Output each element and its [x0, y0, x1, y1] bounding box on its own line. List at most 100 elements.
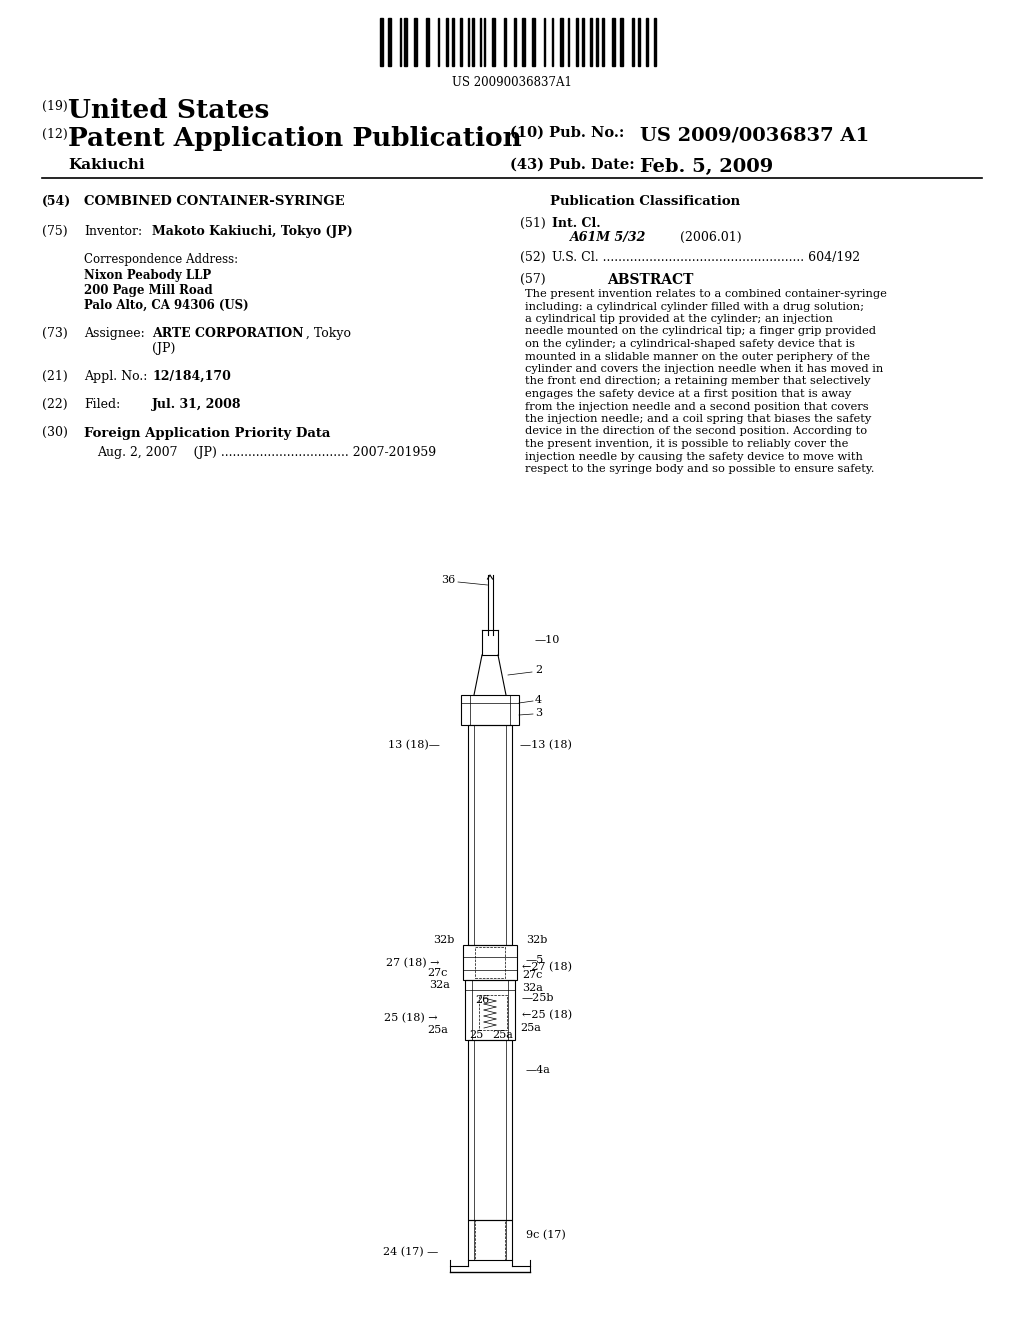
Text: Jul. 31, 2008: Jul. 31, 2008: [152, 399, 242, 411]
Text: Kakiuchi: Kakiuchi: [68, 158, 144, 172]
Text: (12): (12): [42, 128, 68, 141]
Text: ←25 (18): ←25 (18): [522, 1010, 572, 1020]
Text: (2006.01): (2006.01): [680, 231, 741, 244]
Bar: [475, 1220, 505, 1261]
Bar: [582, 18, 584, 66]
Text: 25a: 25a: [520, 1023, 541, 1034]
Bar: [504, 18, 506, 66]
Text: Patent Application Publication: Patent Application Publication: [68, 125, 522, 150]
Text: 32a: 32a: [429, 979, 450, 990]
Bar: [638, 18, 640, 66]
Bar: [414, 18, 417, 66]
Bar: [461, 696, 519, 725]
Bar: [468, 1220, 512, 1261]
Text: (52): (52): [520, 251, 546, 264]
Bar: [602, 18, 604, 66]
Bar: [465, 979, 515, 1040]
Text: (30): (30): [42, 426, 68, 440]
Text: 32b: 32b: [432, 935, 454, 945]
Text: respect to the syringe body and so possible to ensure safety.: respect to the syringe body and so possi…: [525, 465, 874, 474]
Text: 36: 36: [440, 576, 455, 585]
Bar: [532, 18, 535, 66]
Text: 32a: 32a: [522, 983, 543, 993]
Text: ←27 (18): ←27 (18): [522, 962, 572, 972]
Bar: [646, 18, 648, 66]
Text: (57): (57): [520, 273, 546, 286]
Text: on the cylinder; a cylindrical-shaped safety device that is: on the cylinder; a cylindrical-shaped sa…: [525, 339, 855, 348]
Bar: [654, 18, 656, 66]
Bar: [612, 18, 615, 66]
Bar: [472, 18, 474, 66]
Bar: [620, 18, 623, 66]
Text: —10: —10: [535, 635, 560, 645]
Text: engages the safety device at a first position that is away: engages the safety device at a first pos…: [525, 389, 851, 399]
Text: cylinder and covers the injection needle when it has moved in: cylinder and covers the injection needle…: [525, 364, 884, 374]
Text: —13 (18): —13 (18): [520, 739, 571, 750]
Bar: [404, 18, 407, 66]
Text: 25a: 25a: [492, 1030, 513, 1040]
Text: (21): (21): [42, 370, 68, 383]
Text: 27c: 27c: [522, 970, 543, 979]
Bar: [460, 18, 462, 66]
Text: 12/184,170: 12/184,170: [152, 370, 230, 383]
Bar: [632, 18, 634, 66]
Text: 27c: 27c: [428, 968, 449, 978]
Text: US 2009/0036837 A1: US 2009/0036837 A1: [640, 125, 869, 144]
Text: 3: 3: [535, 708, 542, 718]
Text: Makoto Kakiuchi, Tokyo (JP): Makoto Kakiuchi, Tokyo (JP): [152, 224, 352, 238]
Text: 2: 2: [535, 665, 542, 675]
Bar: [590, 18, 592, 66]
Text: 25a: 25a: [427, 1026, 449, 1035]
Text: , Tokyo: , Tokyo: [306, 327, 351, 341]
Text: Filed:: Filed:: [84, 399, 120, 411]
Bar: [468, 1040, 512, 1220]
Text: (22): (22): [42, 399, 68, 411]
Text: (54): (54): [42, 195, 72, 209]
Text: a cylindrical tip provided at the cylinder; an injection: a cylindrical tip provided at the cylind…: [525, 314, 833, 323]
Text: ARTE CORPORATION: ARTE CORPORATION: [152, 327, 303, 341]
Text: —5: —5: [526, 954, 544, 965]
Bar: [575, 18, 578, 66]
Text: Int. Cl.: Int. Cl.: [552, 216, 601, 230]
Text: (19): (19): [42, 100, 68, 114]
Bar: [388, 18, 391, 66]
Text: United States: United States: [68, 98, 269, 123]
Text: the front end direction; a retaining member that selectively: the front end direction; a retaining mem…: [525, 376, 870, 387]
Text: injection needle by causing the safety device to move with: injection needle by causing the safety d…: [525, 451, 863, 462]
Text: 9c (17): 9c (17): [526, 1230, 565, 1241]
Bar: [479, 995, 507, 1030]
Text: A61M 5/32: A61M 5/32: [570, 231, 646, 244]
Bar: [560, 18, 563, 66]
Text: 26: 26: [475, 995, 489, 1005]
Text: mounted in a slidable manner on the outer periphery of the: mounted in a slidable manner on the oute…: [525, 351, 870, 362]
Bar: [596, 18, 598, 66]
Text: 25 (18) →: 25 (18) →: [384, 1012, 438, 1023]
Text: including: a cylindrical cylinder filled with a drug solution;: including: a cylindrical cylinder filled…: [525, 301, 864, 312]
Text: Assignee:: Assignee:: [84, 327, 144, 341]
Text: US 20090036837A1: US 20090036837A1: [452, 77, 572, 88]
Text: (75): (75): [42, 224, 68, 238]
Text: Publication Classification: Publication Classification: [550, 195, 740, 209]
Text: Inventor:: Inventor:: [84, 224, 142, 238]
Bar: [452, 18, 454, 66]
Text: 27 (18) →: 27 (18) →: [386, 958, 440, 968]
Text: Nixon Peabody LLP: Nixon Peabody LLP: [84, 269, 211, 282]
Text: Foreign Application Priority Data: Foreign Application Priority Data: [84, 426, 331, 440]
Text: 200 Page Mill Road: 200 Page Mill Road: [84, 284, 213, 297]
Bar: [426, 18, 429, 66]
Text: Feb. 5, 2009: Feb. 5, 2009: [640, 158, 773, 176]
Text: The present invention relates to a combined container-syringe: The present invention relates to a combi…: [525, 289, 887, 300]
Text: device in the direction of the second position. According to: device in the direction of the second po…: [525, 426, 867, 437]
Text: U.S. Cl. .................................................... 604/192: U.S. Cl. ...............................…: [552, 251, 860, 264]
Text: 32b: 32b: [526, 935, 548, 945]
Bar: [446, 18, 449, 66]
Text: Palo Alto, CA 94306 (US): Palo Alto, CA 94306 (US): [84, 300, 249, 312]
Text: (10) Pub. No.:: (10) Pub. No.:: [510, 125, 625, 140]
Text: (JP): (JP): [152, 342, 175, 355]
Bar: [475, 946, 505, 978]
Text: 24 (17) —: 24 (17) —: [383, 1247, 438, 1257]
Text: (73): (73): [42, 327, 68, 341]
Text: the present invention, it is possible to reliably cover the: the present invention, it is possible to…: [525, 440, 848, 449]
Text: (43) Pub. Date:: (43) Pub. Date:: [510, 158, 635, 172]
Text: the injection needle; and a coil spring that biases the safety: the injection needle; and a coil spring …: [525, 414, 871, 424]
